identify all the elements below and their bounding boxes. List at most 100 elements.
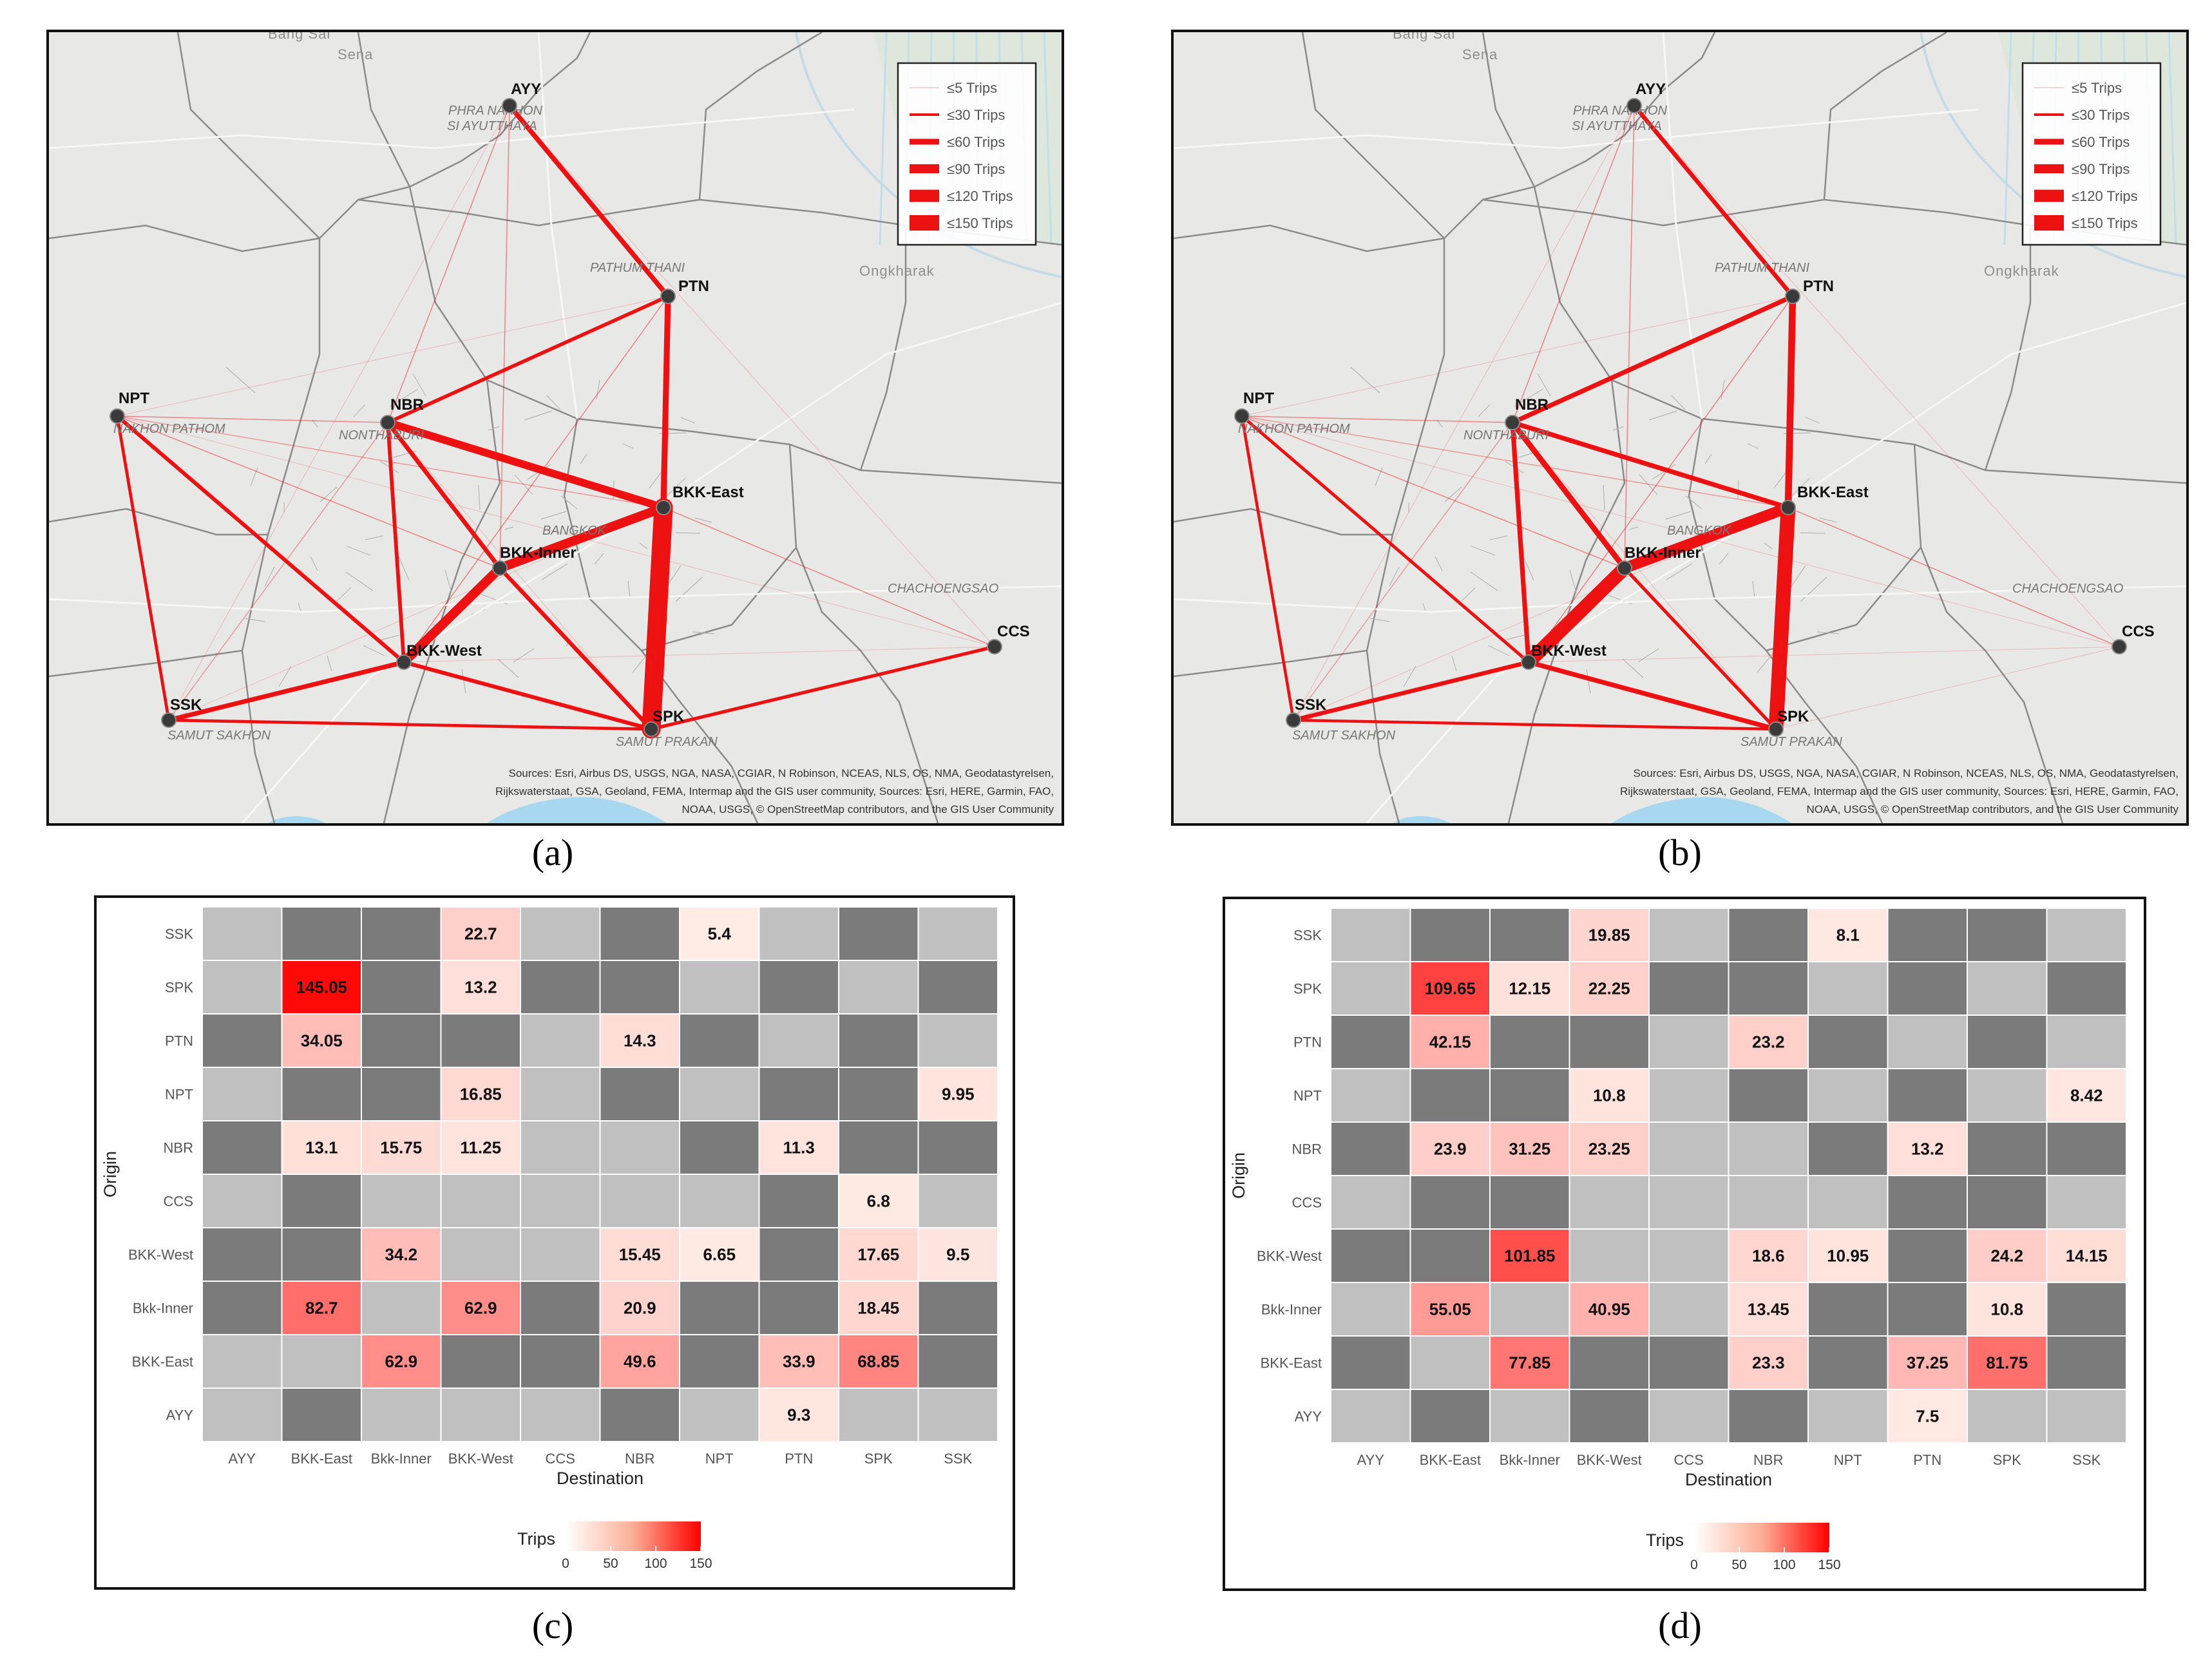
panel-label-d: (d) — [1658, 1605, 1702, 1646]
cell-value-label: 24.2 — [1990, 1246, 2023, 1266]
heatmap-cell-AYY-NPT — [679, 1387, 760, 1442]
flow-line-AYY-PTN — [1632, 103, 1795, 299]
heatmap-cell-PTN-SSK — [2046, 1015, 2127, 1069]
cell-value-label: 11.25 — [460, 1138, 501, 1158]
flow-line-BKK-East-SPK — [642, 498, 673, 739]
y-axis-title: Origin — [1229, 1152, 1248, 1199]
attribution-text: Sources: Esri, Airbus DS, USGS, NGA, NAS… — [1633, 767, 2179, 779]
cell-value-label: 14.3 — [624, 1031, 656, 1051]
heatmap-cell-AYY-BKK-East — [1409, 1389, 1491, 1444]
node-marker — [1286, 712, 1301, 728]
heatmap-cell-SPK-BKK-East — [281, 960, 362, 1015]
heatmap-cell-SSK-BKK-East — [281, 906, 362, 961]
subdistrict-boundary — [1671, 395, 1686, 410]
subdistrict-boundary — [379, 634, 400, 641]
subdistrict-boundary — [627, 580, 631, 598]
subdistrict-boundary — [1470, 571, 1498, 591]
cell-value-label: 13.45 — [1748, 1300, 1789, 1319]
subdistrict-boundary — [497, 658, 519, 678]
cell-value-label: 68.85 — [857, 1352, 899, 1371]
x-tick-label: NPT — [705, 1451, 734, 1467]
heatmap-cell-SSK-PTN — [1887, 908, 1968, 962]
subdistrict-boundary — [1369, 618, 1390, 622]
heatmap-cell-CCS-BKK-East — [1409, 1175, 1491, 1230]
subdistrict-boundary — [1648, 410, 1677, 421]
y-tick-label: BKK-West — [128, 1247, 193, 1263]
node-ccs: CHACHOENGSAO CCS — [2012, 582, 2155, 654]
node-ptn: PATHUM THANI PTN — [1715, 261, 1834, 304]
subdistrict-boundary — [1800, 576, 1827, 602]
heatmap-cell-Bkk-Inner-SPK — [1967, 1282, 2048, 1337]
flow-line-minor — [509, 105, 669, 297]
x-tick-label: BKK-West — [1577, 1452, 1642, 1468]
legend-tick-label: 150 — [1818, 1558, 1840, 1572]
x-tick-label: AYY — [1357, 1452, 1385, 1468]
heatmap-cell-CCS-SPK — [838, 1174, 919, 1228]
x-tick-label: BKK-East — [291, 1451, 352, 1467]
legend-label: ≤150 Trips — [2072, 215, 2138, 231]
province-boundary — [49, 508, 268, 536]
cell-value-label: 33.9 — [783, 1352, 815, 1371]
province-boundary — [1984, 225, 2032, 471]
flow-line-minor — [168, 662, 405, 721]
flow-line-minor — [1241, 296, 1793, 417]
subdistrict-boundary — [1704, 453, 1712, 464]
heatmap-cell-PTN-CCS — [1648, 1015, 1730, 1069]
node-label: SSK — [1295, 696, 1327, 714]
heatmap-cell-BKK-East-AYY — [202, 1334, 283, 1389]
subdistrict-boundary — [1819, 517, 1837, 523]
y-tick-label: CCS — [164, 1194, 193, 1210]
y-tick-label: SPK — [1293, 981, 1322, 997]
heatmap-cell-BKK-West-BKK-East — [281, 1227, 362, 1282]
subdistrict-boundary — [1639, 474, 1658, 495]
node-marker — [1768, 721, 1784, 737]
heatmap-cell-NBR-NPT — [1807, 1121, 1889, 1176]
y-tick-label: Bkk-Inner — [1261, 1302, 1322, 1318]
flow-line-minor — [1293, 105, 1635, 721]
subdistrict-boundary — [540, 511, 567, 520]
road-line — [1174, 585, 2186, 613]
flow-line-NPT-BKK-Inner — [117, 415, 501, 569]
subdistrict-boundary — [546, 395, 561, 410]
place-label: Ongkharak — [859, 263, 935, 279]
canal-line — [1043, 32, 1053, 245]
map-legend: ≤5 Trips ≤30 Trips ≤60 Trips ≤90 Trips ≤120 … — [2021, 62, 2162, 246]
legend-box — [2021, 62, 2162, 246]
heatmap-cell-SSK-NPT — [1807, 908, 1889, 962]
flow-line-minor — [1624, 105, 1635, 569]
heatmap-cell-SPK-Bkk-Inner — [1489, 961, 1570, 1016]
node-label: NBR — [1515, 396, 1549, 414]
heatmap-cell-NBR-SPK — [838, 1120, 919, 1175]
heatmap-cell-CCS-Bkk-Inner — [1489, 1175, 1570, 1230]
flow-line-minor — [509, 105, 995, 647]
node-marker — [1234, 408, 1250, 424]
flow-line-BKK-East-CCS — [1788, 507, 2120, 647]
heatmap-cell-SPK-BKK-West — [440, 960, 521, 1015]
cell-value-label: 6.65 — [703, 1245, 736, 1264]
legend-label: ≤120 Trips — [947, 188, 1013, 204]
cell-value-label: 62.9 — [385, 1352, 417, 1371]
node-label: CCS — [997, 623, 1030, 640]
heatmap-cell-NBR-SPK — [1967, 1121, 2048, 1176]
subdistrict-boundary — [345, 571, 374, 591]
subdistrict-boundary — [1622, 658, 1644, 678]
flow-line-minor — [1293, 719, 1777, 730]
heatmap-cell-NPT-NPT — [679, 1067, 760, 1121]
flow-line-minor — [663, 296, 669, 508]
cell-value-label: 14.15 — [2066, 1246, 2108, 1266]
heatmap-panel-c: 22.7 5.4 145.05 13.2 34.05 14.3 16.85 9.95 13.1 1… — [94, 895, 1015, 1590]
heatmap-cell-Bkk-Inner-PTN — [1887, 1282, 1968, 1337]
heatmap-cell-PTN-Bkk-Inner — [1489, 1015, 1570, 1069]
subdistrict-boundary — [1685, 495, 1702, 510]
heatmap-cell-SPK-CCS — [1648, 961, 1730, 1016]
province-label: NONTHABURI — [1464, 428, 1549, 443]
heatmap-cell-BKK-East-NBR — [1728, 1335, 1809, 1390]
heatmap-cell-CCS-BKK-West — [1568, 1175, 1650, 1230]
flow-line-BKK-Inner-BKK-West — [1521, 561, 1632, 669]
heatmap-cell-BKK-West-CCS — [520, 1227, 601, 1282]
cell-value-label: 10.8 — [1990, 1300, 2023, 1319]
heatmap-cell-NPT-Bkk-Inner — [1489, 1068, 1570, 1123]
flow-line-SSK-NBR — [168, 422, 388, 721]
heatmap-cell-CCS-AYY — [202, 1174, 283, 1228]
node-ssk: SAMUT SAKHON SSK — [161, 696, 271, 743]
